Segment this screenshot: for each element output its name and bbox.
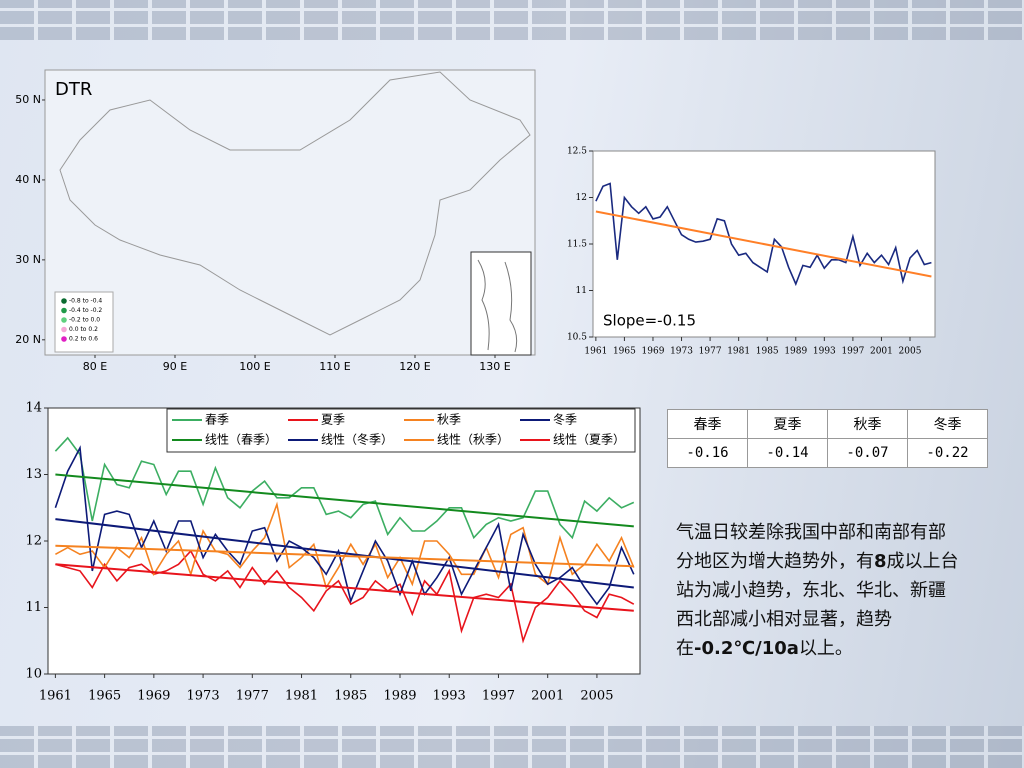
y-tick-label: 13 — [25, 467, 42, 482]
legend-label: 线性（夏季） — [553, 433, 625, 447]
x-tick-label: 1993 — [433, 689, 466, 704]
x-tick-label: 1989 — [383, 689, 416, 704]
legend-label: 冬季 — [553, 412, 577, 427]
x-tick-label: 1965 — [613, 347, 636, 357]
x-tick-label: 1977 — [236, 689, 269, 704]
x-tick-label: 1981 — [285, 689, 318, 704]
legend-label: 0.0 to 0.2 — [69, 326, 98, 333]
series-line — [54, 445, 635, 606]
y-tick-label: 50 N — [15, 93, 41, 106]
x-tick-label: 1989 — [784, 347, 807, 357]
map-title: DTR — [55, 79, 92, 100]
table-cell: -0.22 — [907, 438, 988, 468]
legend-label: 线性（春季） — [205, 433, 277, 447]
x-tick-label: 1973 — [670, 347, 693, 357]
legend-label: -0.2 to 0.0 — [69, 317, 100, 324]
x-tick-label: 130 E — [479, 360, 510, 373]
x-tick-label: 1977 — [699, 347, 722, 357]
x-tick-label: 1993 — [813, 347, 836, 357]
y-tick-label: 40 N — [15, 173, 41, 186]
top-border — [0, 0, 1024, 40]
x-tick-label: 110 E — [319, 360, 350, 373]
x-tick-label: 2005 — [580, 689, 613, 704]
series-line — [55, 563, 634, 612]
x-tick-label: 1985 — [756, 347, 779, 357]
y-tick-label: 20 N — [15, 333, 41, 346]
y-tick-label: 10.5 — [567, 333, 587, 343]
y-tick-label: 11 — [25, 600, 42, 615]
y-tick-label: 14 — [25, 401, 42, 416]
x-tick-label: 2005 — [899, 347, 922, 357]
y-tick-label: 12 — [25, 534, 42, 549]
text: 气温日较差除我国中部和南部有部分地区为增大趋势外，有 — [676, 522, 946, 572]
series-line — [55, 544, 634, 568]
text-bold: -0.2℃/10a — [694, 638, 799, 659]
legend-box — [166, 408, 636, 453]
table-header: 秋季 — [827, 409, 908, 439]
table-cell: -0.07 — [827, 438, 908, 468]
x-tick-label: 120 E — [399, 360, 430, 373]
series-line — [595, 182, 932, 287]
legend-label: 线性（冬季） — [321, 432, 393, 447]
y-tick-label: 10 — [25, 667, 42, 682]
x-tick-label: 90 E — [163, 360, 187, 373]
series-line — [55, 473, 634, 528]
table-cell: -0.16 — [667, 438, 748, 468]
x-tick-label: 1969 — [642, 347, 665, 357]
map-outline — [59, 71, 531, 336]
x-tick-label: 1961 — [39, 689, 72, 704]
y-tick-label: 11.5 — [567, 240, 587, 250]
y-tick-label: 12.5 — [567, 147, 587, 157]
legend-label: 春季 — [205, 413, 229, 427]
x-tick-label: 1965 — [88, 689, 121, 704]
legend-marker — [61, 298, 67, 304]
legend-marker — [61, 307, 67, 314]
legend-marker — [61, 326, 67, 333]
legend-marker — [61, 317, 67, 323]
x-tick-label: 100 E — [239, 360, 270, 373]
x-tick-label: 2001 — [870, 347, 893, 357]
x-tick-label: 1985 — [334, 689, 367, 704]
table-header: 冬季 — [907, 409, 988, 439]
table-cell: -0.14 — [747, 438, 828, 468]
y-tick-label: 11 — [576, 286, 587, 296]
y-tick-label: 12 — [576, 193, 587, 203]
x-tick-label: 1973 — [187, 689, 220, 704]
legend-label: -0.4 to -0.2 — [69, 307, 102, 314]
x-tick-label: 1981 — [727, 347, 750, 357]
legend-marker — [61, 336, 67, 342]
x-tick-label: 1997 — [841, 347, 864, 357]
legend-label: 0.2 to 0.6 — [69, 336, 98, 343]
legend-label: 线性（秋季） — [437, 433, 509, 447]
description: 气温日较差除我国中部和南部有部分地区为增大趋势外，有8成以上台站为减小趋势，东北… — [676, 518, 962, 663]
text: 成以上台站为减小趋势，东北、华北、新疆西北部减小相对显著，趋势在 — [676, 551, 959, 659]
x-tick-label: 1969 — [137, 689, 170, 704]
x-tick-label: 2001 — [531, 689, 564, 704]
map-inset — [470, 251, 532, 356]
series-line — [595, 210, 932, 278]
annotation: Slope=-0.15 — [603, 312, 696, 330]
series-line — [54, 436, 635, 540]
text-bold: 8 — [874, 551, 887, 572]
trend-table: 春季 夏季 秋季 冬季 -0.16 -0.14 -0.07 -0.22 — [667, 409, 988, 468]
table-header: 夏季 — [747, 409, 828, 439]
text: 以上。 — [798, 638, 853, 659]
legend-label: 夏季 — [321, 413, 345, 427]
legend-label: -0.8 to -0.4 — [69, 298, 102, 305]
x-tick-label: 1961 — [584, 347, 607, 357]
bottom-border — [0, 726, 1024, 768]
table-header: 春季 — [667, 409, 748, 439]
inset-outline — [477, 259, 518, 353]
y-tick-label: 30 N — [15, 253, 41, 266]
legend-label: 秋季 — [437, 413, 461, 427]
x-tick-label: 1997 — [482, 689, 515, 704]
x-tick-label: 80 E — [83, 360, 107, 373]
map-frame — [44, 69, 536, 356]
series-line — [55, 518, 634, 589]
